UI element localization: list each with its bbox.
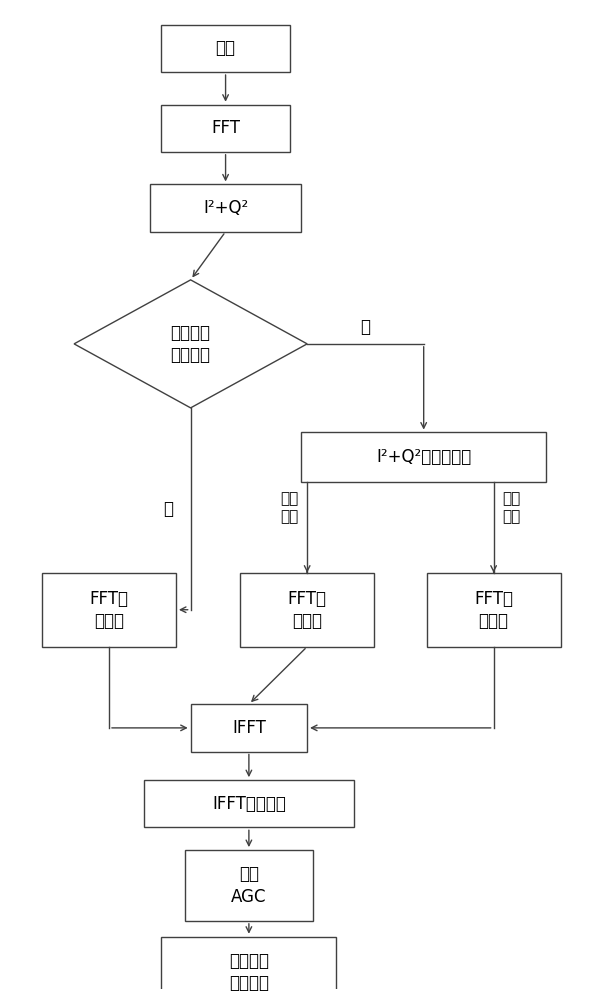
Text: FFT运
算结果: FFT运 算结果 <box>474 590 513 630</box>
FancyBboxPatch shape <box>150 184 301 232</box>
Text: 开始: 开始 <box>216 39 236 57</box>
Text: FFT: FFT <box>211 119 240 137</box>
Text: 数字
AGC: 数字 AGC <box>231 865 267 906</box>
FancyBboxPatch shape <box>144 780 354 827</box>
FancyBboxPatch shape <box>42 573 176 647</box>
FancyBboxPatch shape <box>427 573 561 647</box>
FancyBboxPatch shape <box>301 432 546 482</box>
Text: I²+Q²: I²+Q² <box>203 199 248 217</box>
Text: 是: 是 <box>361 318 371 336</box>
FancyBboxPatch shape <box>161 25 290 72</box>
FancyBboxPatch shape <box>185 850 313 921</box>
Text: 判断有无
窄带干扰: 判断有无 窄带干扰 <box>171 324 210 364</box>
FancyBboxPatch shape <box>191 704 307 752</box>
FancyBboxPatch shape <box>240 573 374 647</box>
Text: 大于
门限: 大于 门限 <box>281 492 299 524</box>
Text: IFFT结果截位: IFFT结果截位 <box>212 795 286 813</box>
FancyBboxPatch shape <box>161 937 336 1000</box>
Text: 小于
门限: 小于 门限 <box>502 492 520 524</box>
Text: FFT结
果置零: FFT结 果置零 <box>288 590 327 630</box>
Text: 否: 否 <box>163 500 173 518</box>
Text: FFT运
算结果: FFT运 算结果 <box>90 590 129 630</box>
Text: IFFT: IFFT <box>232 719 266 737</box>
Polygon shape <box>74 280 307 408</box>
FancyBboxPatch shape <box>161 105 290 152</box>
Text: I²+Q²与门限比较: I²+Q²与门限比较 <box>376 448 471 466</box>
Text: 后续信号
处理模块: 后续信号 处理模块 <box>229 952 269 992</box>
